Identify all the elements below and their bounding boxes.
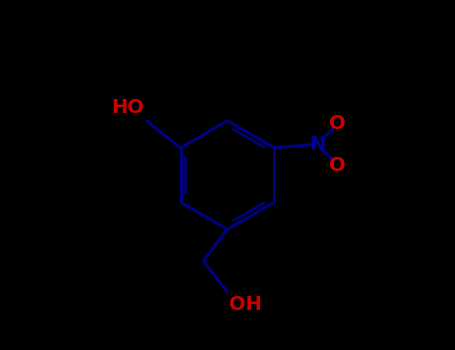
Text: N: N <box>309 135 326 154</box>
Text: OH: OH <box>229 295 262 314</box>
Text: HO: HO <box>111 98 144 117</box>
Text: O: O <box>329 114 346 133</box>
Text: O: O <box>329 156 346 175</box>
